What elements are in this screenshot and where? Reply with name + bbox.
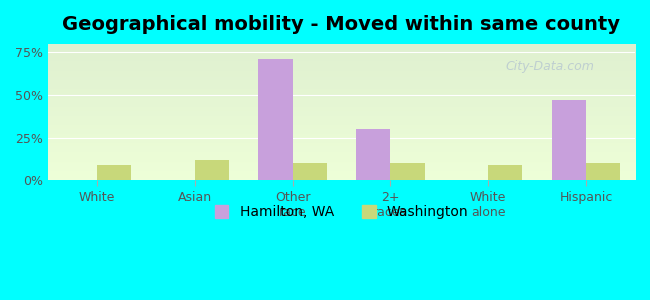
Text: City-Data.com: City-Data.com	[506, 60, 595, 73]
Title: Geographical mobility - Moved within same county: Geographical mobility - Moved within sam…	[62, 15, 621, 34]
Legend: Hamilton, WA, Washington: Hamilton, WA, Washington	[209, 200, 474, 225]
Bar	[356, 129, 391, 180]
Bar	[292, 163, 327, 180]
Bar	[194, 160, 229, 180]
Bar	[391, 163, 424, 180]
Bar	[552, 100, 586, 180]
Bar	[97, 165, 131, 180]
Bar	[258, 59, 292, 180]
Bar	[586, 163, 620, 180]
Bar	[488, 165, 523, 180]
